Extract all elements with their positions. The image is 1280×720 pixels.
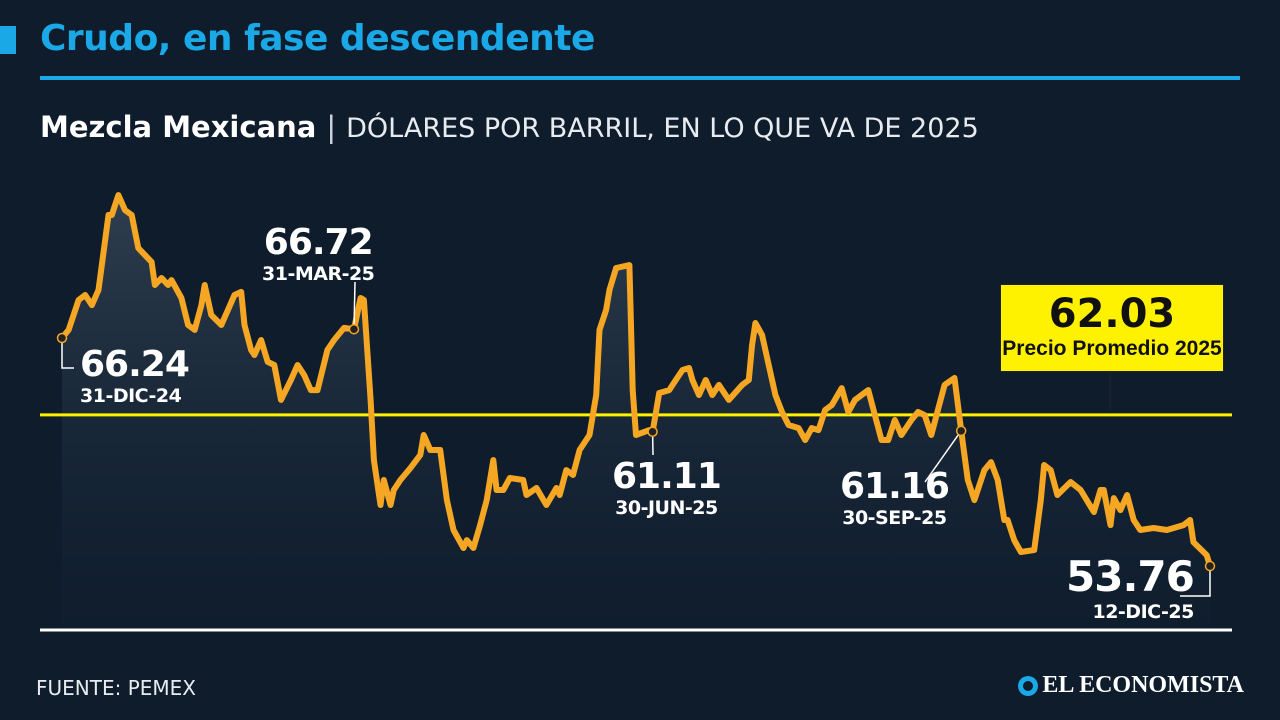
annotation-value: 66.72: [263, 222, 374, 263]
annotation-point: [348, 323, 360, 335]
annotation-leader: [353, 281, 356, 330]
average-value: 62.03: [1048, 291, 1176, 337]
page-title: Crudo, en fase descendente: [40, 18, 595, 59]
annotation-leader: [61, 337, 74, 369]
annotation-point: [1204, 560, 1216, 572]
annotation-value: 61.16: [840, 466, 950, 507]
brand-icon: [1018, 675, 1039, 696]
series-name: Mezcla Mexicana: [40, 110, 317, 144]
annotation-point: [56, 332, 68, 344]
separator: |: [326, 110, 337, 144]
annotation-point: [647, 426, 658, 437]
price-line: [59, 192, 1213, 569]
annotation-leader: [924, 430, 962, 483]
average-label: Precio Promedio 2025: [1002, 337, 1222, 360]
annotation-value: 53.76: [1066, 552, 1195, 601]
area-fill: [62, 195, 1210, 630]
average-price-box: 62.03 Precio Promedio 2025: [1000, 284, 1224, 372]
annotation-leader: [1180, 566, 1211, 597]
annotation-date: 31-MAR-25: [262, 263, 375, 285]
annotation-june: 61.11 30-JUN-25: [612, 456, 722, 519]
annotation-date: 12-DIC-25: [1092, 601, 1194, 623]
title-rule: [40, 76, 1240, 80]
annotation-date: 31-DIC-24: [80, 385, 182, 407]
annotation-september: 61.16 30-SEP-25: [840, 466, 950, 529]
annotation-date: 30-JUN-25: [615, 497, 718, 519]
source-note: FUENTE: PEMEX: [36, 676, 196, 700]
unit-label: DÓLARES POR BARRIL, EN LO QUE VA DE 2025: [346, 113, 979, 144]
annotation-date: 30-SEP-25: [842, 507, 947, 529]
brand-logo: EL ECONOMISTA: [1018, 672, 1244, 699]
chart-subtitle: Mezcla Mexicana | DÓLARES POR BARRIL, EN L…: [40, 110, 979, 144]
annotation-start: 66.24 31-DIC-24: [80, 344, 190, 407]
annotation-end: 53.76 12-DIC-25: [1066, 552, 1195, 623]
annotation-point: [955, 425, 967, 437]
annotation-value: 61.11: [612, 456, 722, 497]
brand-name: EL ECONOMISTA: [1042, 672, 1244, 698]
annotation-march: 66.72 31-MAR-25: [262, 222, 375, 285]
annotation-value: 66.24: [80, 344, 190, 385]
title-accent-bar: [0, 26, 16, 54]
